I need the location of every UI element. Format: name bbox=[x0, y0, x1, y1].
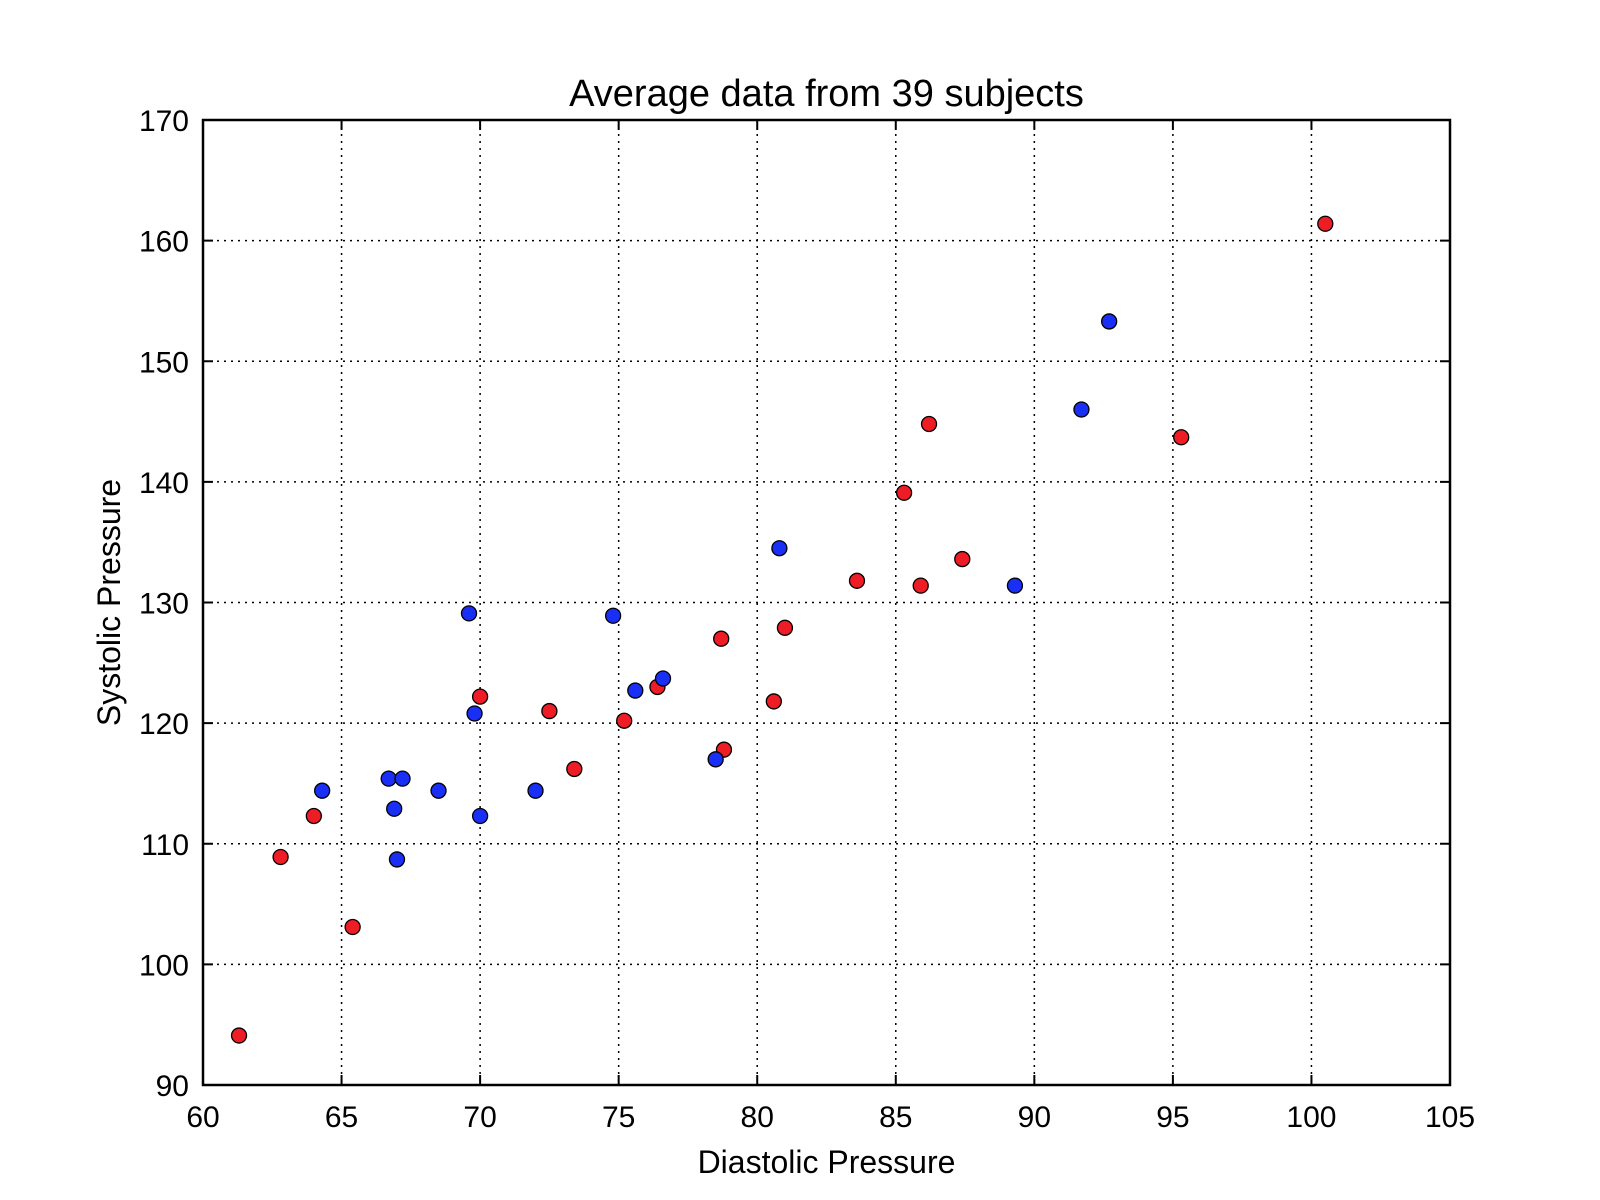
x-tick-label: 75 bbox=[602, 1101, 635, 1134]
data-point bbox=[314, 782, 331, 799]
x-tick-label: 60 bbox=[186, 1101, 219, 1134]
data-point bbox=[466, 705, 483, 722]
data-point bbox=[305, 807, 322, 825]
data-point bbox=[848, 572, 866, 589]
x-tick-label: 105 bbox=[1425, 1101, 1475, 1134]
data-point bbox=[541, 702, 558, 720]
data-point bbox=[765, 693, 782, 710]
x-axis-label: Diastolic Pressure bbox=[698, 1144, 956, 1180]
data-point bbox=[776, 619, 794, 636]
x-tick-label: 100 bbox=[1286, 1101, 1336, 1134]
data-point bbox=[566, 760, 583, 778]
data-points bbox=[230, 215, 1334, 1044]
y-tick-label: 110 bbox=[141, 829, 189, 862]
data-point bbox=[954, 550, 971, 568]
data-point bbox=[713, 630, 730, 647]
data-point bbox=[1073, 401, 1090, 418]
y-tick-label: 90 bbox=[156, 1070, 189, 1103]
data-point bbox=[230, 1027, 248, 1044]
x-tick-label: 90 bbox=[1018, 1101, 1051, 1134]
data-point bbox=[895, 484, 913, 501]
data-point bbox=[604, 607, 622, 624]
x-tick-label: 65 bbox=[325, 1101, 358, 1134]
data-point bbox=[920, 415, 938, 433]
y-tick-label: 120 bbox=[139, 708, 189, 741]
data-point bbox=[1173, 429, 1190, 446]
x-tick-label: 95 bbox=[1156, 1101, 1189, 1134]
x-tick-label: 85 bbox=[879, 1101, 912, 1134]
axis-ticks: 60 65 70 75 80 85 90 95 100 105 90 100 110 120 130 140 1… bbox=[139, 105, 1475, 1134]
y-tick-label: 150 bbox=[139, 346, 189, 379]
data-point bbox=[272, 848, 289, 866]
x-tick-label: 80 bbox=[741, 1101, 774, 1134]
data-point bbox=[430, 782, 447, 799]
data-point bbox=[1101, 313, 1118, 330]
y-tick-label: 170 bbox=[139, 105, 189, 138]
grid-lines bbox=[203, 120, 1450, 1085]
data-point bbox=[386, 800, 403, 817]
data-point bbox=[471, 807, 489, 825]
data-point bbox=[616, 712, 633, 729]
data-point bbox=[912, 577, 929, 594]
data-point bbox=[654, 670, 672, 687]
y-tick-label: 130 bbox=[139, 588, 189, 621]
x-tick-label: 70 bbox=[463, 1101, 496, 1134]
data-point bbox=[471, 688, 489, 705]
y-tick-label: 100 bbox=[139, 949, 189, 982]
data-point bbox=[1006, 577, 1024, 594]
data-point bbox=[1317, 215, 1334, 232]
y-axis-label: Systolic Pressure bbox=[91, 479, 127, 726]
data-point bbox=[527, 782, 544, 799]
chart-title: Average data from 39 subjects bbox=[569, 73, 1084, 115]
data-point bbox=[771, 540, 788, 557]
data-point bbox=[707, 751, 724, 768]
y-tick-label: 160 bbox=[139, 226, 189, 259]
data-point bbox=[380, 770, 397, 787]
data-point bbox=[460, 605, 478, 622]
data-point bbox=[627, 682, 644, 699]
data-point bbox=[394, 770, 411, 787]
data-point bbox=[344, 918, 361, 936]
y-tick-label: 140 bbox=[139, 467, 189, 500]
data-point bbox=[388, 851, 406, 868]
